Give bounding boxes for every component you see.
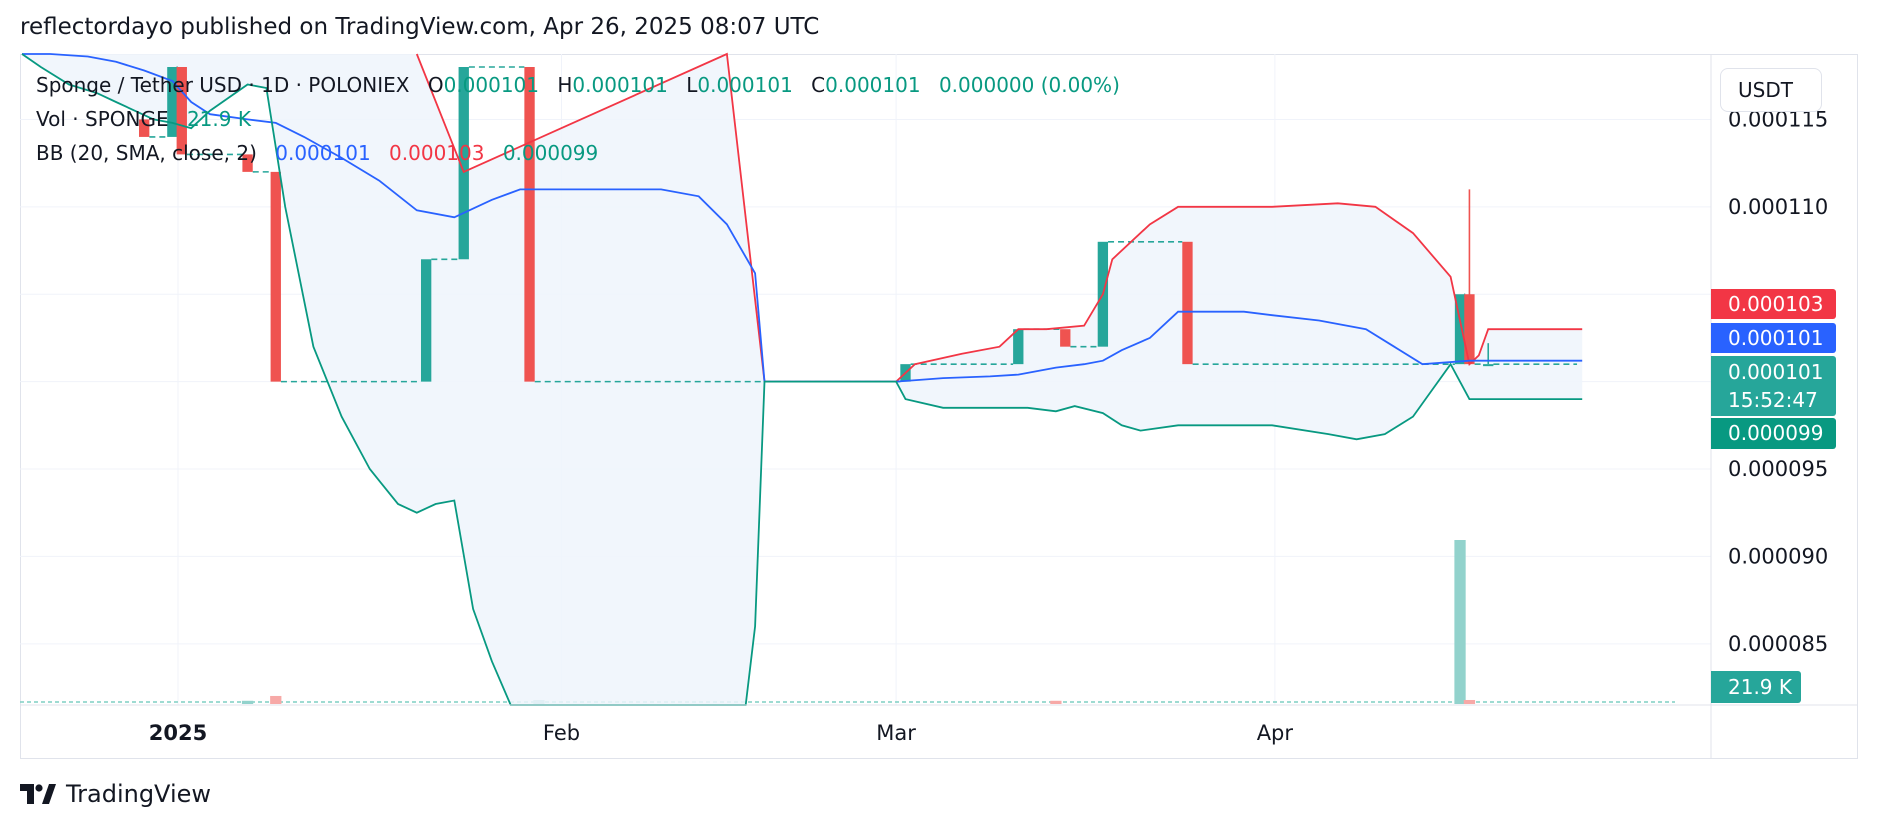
candle xyxy=(1182,241,1193,365)
bb-upper-price-tag: 0.000103 xyxy=(1711,289,1836,319)
candle xyxy=(270,171,281,382)
chart-canvas[interactable]: 0.0001150.0001100.0000950.0000900.000085… xyxy=(0,0,1878,760)
symbol-title[interactable]: Sponge / Tether USD · 1D · POLONIEX xyxy=(36,73,410,97)
high-label: H xyxy=(557,73,573,97)
open-label: O xyxy=(427,73,444,97)
bb-upper-value: 0.000103 xyxy=(389,141,485,165)
tradingview-logo-icon xyxy=(20,784,56,804)
volume-value: 21.9 K xyxy=(186,107,251,131)
candle xyxy=(1464,294,1475,365)
time-tick-label: Apr xyxy=(1257,721,1294,745)
bb-basis-value: 0.000101 xyxy=(275,141,371,165)
legend-symbol-row: Sponge / Tether USD · 1D · POLONIEX O0.0… xyxy=(36,73,1120,97)
bar-countdown: 15:52:47 xyxy=(1728,388,1818,412)
close-label: C xyxy=(811,73,826,97)
bb-label[interactable]: BB (20, SMA, close, 2) xyxy=(36,141,257,165)
candle xyxy=(167,67,178,137)
candle xyxy=(1013,329,1024,365)
legend-bb-row: BB (20, SMA, close, 2) 0.000101 0.000103… xyxy=(36,141,598,165)
volume-bars xyxy=(20,540,1675,704)
volume-label[interactable]: Vol · SPONGE xyxy=(36,107,169,131)
price-tick-label: 0.000090 xyxy=(1728,544,1828,568)
candle xyxy=(524,67,535,382)
low-value: 0.000101 xyxy=(697,73,793,97)
bb-basis-line xyxy=(22,53,1583,383)
volume-bar xyxy=(270,695,282,704)
candle xyxy=(1483,364,1494,367)
chart-frame xyxy=(20,54,1858,759)
time-tick-label: Feb xyxy=(543,721,580,745)
price-tick-label: 0.000110 xyxy=(1728,195,1828,219)
price-tick-label: 0.000095 xyxy=(1728,457,1828,481)
bb-lower-value: 0.000099 xyxy=(502,141,599,165)
footer: TradingView xyxy=(20,780,211,808)
high-value: 0.000101 xyxy=(572,73,668,97)
time-axis-labels: 2025 Feb Mar Apr xyxy=(149,721,1294,745)
candle xyxy=(1454,294,1466,365)
candle xyxy=(420,259,432,382)
publish-attribution: reflectordayo published on TradingView.c… xyxy=(20,14,820,40)
low-label: L xyxy=(686,73,698,97)
candle xyxy=(139,119,150,137)
candle xyxy=(1060,329,1071,347)
volume-bar xyxy=(1050,700,1062,704)
close-value: 0.000101 xyxy=(825,73,921,97)
bb-band-fill xyxy=(22,54,1583,705)
candle xyxy=(458,67,469,260)
price-tick-label: 0.000085 xyxy=(1728,632,1828,656)
volume-bar xyxy=(1454,540,1466,704)
bb-basis-price-tag: 0.000101 xyxy=(1711,323,1836,353)
legend-volume-row: Vol · SPONGE 21.9 K xyxy=(36,107,251,131)
change-value: 0.000000 (0.00%) xyxy=(938,73,1120,97)
currency-selector[interactable]: USDT xyxy=(1720,68,1822,112)
volume-value-tag: 21.9 K xyxy=(1711,671,1801,703)
volume-bar xyxy=(1463,699,1476,704)
bb-lower-price-tag: 0.000099 xyxy=(1711,418,1836,449)
volume-bar xyxy=(241,700,254,704)
open-value: 0.000101 xyxy=(443,73,540,97)
time-tick-label: Mar xyxy=(876,721,916,745)
candle xyxy=(176,67,187,155)
bb-lower-line xyxy=(21,53,1583,706)
last-price-tag: 0.000101 15:52:47 xyxy=(1711,356,1836,416)
candle xyxy=(242,154,253,172)
time-tick-label: 2025 xyxy=(149,721,207,745)
last-price-value: 0.000101 xyxy=(1728,360,1824,384)
footer-brand[interactable]: TradingView xyxy=(66,780,212,808)
candles xyxy=(139,67,1494,382)
